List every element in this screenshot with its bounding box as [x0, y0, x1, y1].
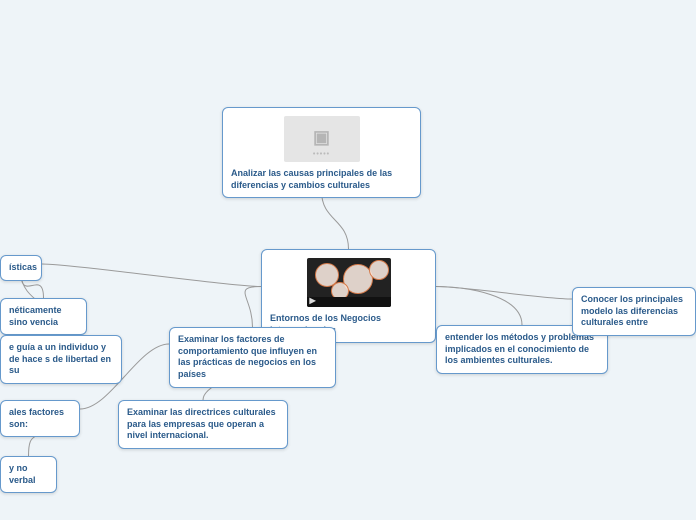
- play-icon: ▶: [310, 296, 316, 306]
- node-label: y no verbal: [9, 463, 36, 485]
- node-label: Analizar las causas principales de las d…: [231, 168, 392, 190]
- node-left1[interactable]: ísticas: [0, 255, 42, 281]
- node-mid2[interactable]: Examinar las directrices culturales para…: [118, 400, 288, 449]
- node-left5[interactable]: y no verbal: [0, 456, 57, 493]
- node-label: Conocer los principales modelo las difer…: [581, 294, 683, 327]
- image-placeholder-icon: ▣ •••••: [284, 116, 360, 162]
- node-label: Examinar los factores de comportamiento …: [178, 334, 317, 379]
- node-left4[interactable]: ales factores son:: [0, 400, 80, 437]
- video-thumbnail: ▶: [307, 258, 391, 307]
- node-right2[interactable]: Conocer los principales modelo las difer…: [572, 287, 696, 336]
- node-left2[interactable]: néticamente sino vencia: [0, 298, 87, 335]
- edge: [436, 287, 522, 326]
- edge: [42, 264, 261, 287]
- node-label: néticamente sino vencia: [9, 305, 62, 327]
- node-label: ísticas: [9, 262, 37, 272]
- node-label: Examinar las directrices culturales para…: [127, 407, 276, 440]
- node-left3[interactable]: e guía a un individuo y de hace s de lib…: [0, 335, 122, 384]
- edge: [436, 287, 572, 300]
- node-label: e guía a un individuo y de hace s de lib…: [9, 342, 111, 375]
- edge: [322, 191, 349, 249]
- node-label: ales factores son:: [9, 407, 64, 429]
- edge: [245, 287, 261, 328]
- node-label: entender los métodos y problemas implica…: [445, 332, 594, 365]
- node-top[interactable]: ▣ ••••• Analizar las causas principales …: [222, 107, 421, 198]
- node-mid1[interactable]: Examinar los factores de comportamiento …: [169, 327, 336, 388]
